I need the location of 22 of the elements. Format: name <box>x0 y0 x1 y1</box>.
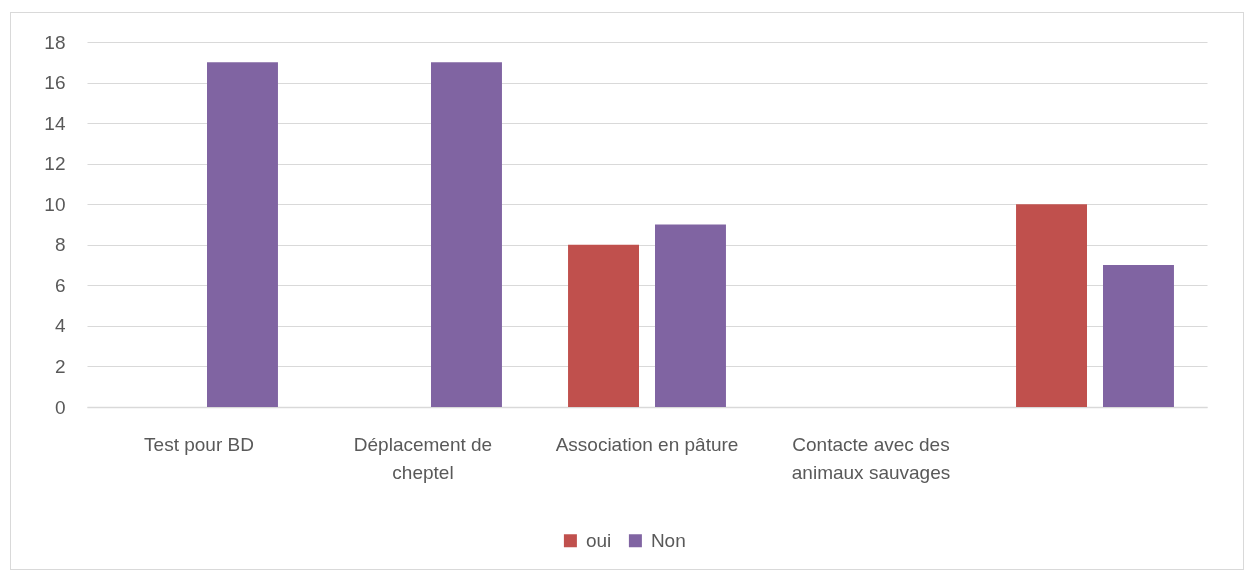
x-tick-label: Contacte avec des animaux sauvages <box>791 433 951 483</box>
y-tick-label: 18 <box>44 31 66 53</box>
y-tick-label: 6 <box>54 274 66 296</box>
y-tick-label: 12 <box>44 153 66 175</box>
y-tick-label: 14 <box>44 112 66 134</box>
bar <box>1016 204 1087 407</box>
bar <box>431 62 502 407</box>
bar <box>1103 265 1174 407</box>
bar <box>207 62 278 407</box>
bar <box>655 224 726 407</box>
y-tick-label: 0 <box>54 396 66 418</box>
x-tick-label: Test pour BD <box>144 433 254 455</box>
y-tick-label: 2 <box>54 355 66 377</box>
legend-label: Non <box>650 529 686 551</box>
x-tick-label: Déplacement de cheptel <box>353 433 493 483</box>
y-tick-label: 4 <box>54 315 66 337</box>
x-tick-label: Association en pâture <box>555 433 739 455</box>
bar <box>568 244 639 407</box>
y-tick-label: 10 <box>44 193 66 215</box>
y-tick-label: 8 <box>54 234 66 256</box>
legend-label: oui <box>585 529 612 551</box>
y-tick-label: 16 <box>44 72 66 94</box>
